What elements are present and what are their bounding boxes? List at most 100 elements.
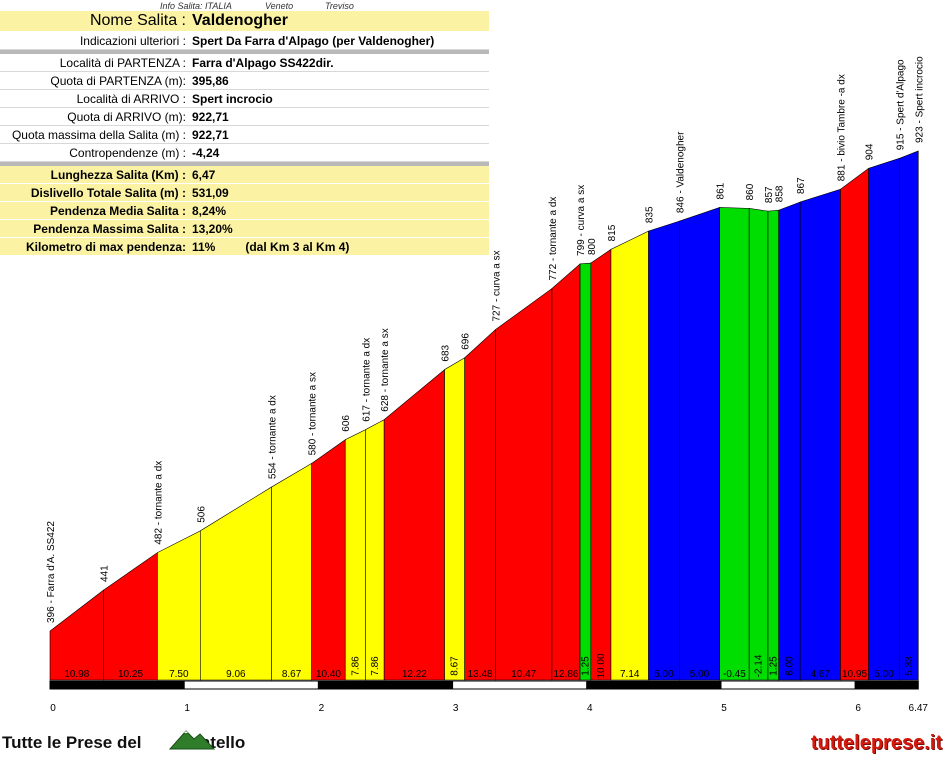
separator [0,161,489,166]
chart-grade-labels: 10.98 10.25 7.50 9.06 8.67 10.40 7.86 7.86 12.22… [64,653,915,680]
max-alt-label: Quota massima della Salita (m) : [0,125,189,144]
contra-value: -4,24 [189,143,489,162]
name-value: Valdenogher [189,11,489,32]
profile-segment [579,262,592,681]
site-url: tutteleprese.it [810,732,942,754]
grade-label: 7.86 [350,656,361,676]
indications-value: Spert Da Farra d'Alpago (per Valdenogher… [189,31,489,50]
axis-band [452,680,588,690]
grade-label: 13.48 [468,669,493,680]
separator [0,49,489,54]
profile-segment [495,287,553,681]
point-label: 860 [745,183,756,200]
point-label: 923 - Spert incrocio [914,56,925,143]
profile-segment [719,207,750,681]
max-alt-value: 922,71 [189,125,489,144]
profile-segment [551,263,581,681]
grade-label: 12.22 [402,669,427,680]
point-label: 858 [775,185,786,202]
info-region: Veneto [265,1,294,11]
profile-segment [899,150,919,681]
grade-label: 7.50 [169,669,189,680]
end-alt-label: Quota di ARRIVO (m): [0,107,189,126]
point-label: 915 - Spert d'Alpago [895,59,906,150]
point-label: 800 [587,238,598,255]
mountain-logo-icon [168,730,216,750]
axis-band [720,680,856,690]
maxgrad-value: 13,20% [189,219,489,238]
grade-label: 6.00 [784,656,795,676]
row-end-loc: Località di ARRIVO : Spert incrocio [0,89,489,108]
x-tick-label: 3 [453,703,459,714]
start-loc-value: Farra d'Alpago SS422dir. [189,54,489,72]
profile-segment [648,220,680,681]
profile-segment [868,157,900,681]
point-label: 617 - tornante a dx [361,338,372,422]
start-alt-label: Quota di PARTENZA (m): [0,71,189,90]
x-tick-label: 6.47 [909,703,929,714]
maxkm-note: (dal Km 3 al Km 4) [245,239,350,254]
point-label: 683 [441,344,452,361]
avg-value: 8,24% [189,201,489,220]
grade-label: -2.14 [754,654,765,677]
profile-segment [444,357,465,681]
grade-label: 9.06 [226,669,246,680]
profile-segment [383,368,445,681]
point-label: 606 [341,415,352,432]
grade-label: 10.40 [316,669,341,680]
profile-segment [311,439,346,681]
profile-segment [344,429,366,681]
chart-x-axis: 0 1 2 3 4 5 6 6.47 [49,680,929,714]
grade-label: 5.33 [904,656,915,676]
end-alt-value: 922,71 [189,107,489,126]
profile-segment [464,328,496,681]
point-label: 441 [100,565,111,582]
point-label: 554 - tornante a dx [267,395,278,479]
grade-label: 5.00 [690,669,710,680]
grade-label: 10.00 [596,653,607,678]
row-end-alt: Quota di ARRIVO (m): 922,71 [0,107,489,126]
grade-label: 10.25 [118,669,143,680]
point-label: 815 [607,224,618,241]
axis-band [317,680,454,690]
profile-segment [610,230,649,681]
row-maxkm: Kilometro di max pendenza: 11% (dal Km 3 … [0,237,489,256]
grade-label: -0.45 [723,669,746,680]
point-label: 628 - tornante a sx [380,328,391,411]
row-max-alt: Quota massima della Salita (m) : 922,71 [0,125,489,144]
name-label: Nome Salita : [0,11,189,32]
info-country: ITALIA [205,1,232,11]
gain-value: 531,09 [189,183,489,202]
grade-label: 8.67 [282,669,302,680]
point-label: 772 - tornante a dx [548,197,559,281]
point-label: 835 [645,206,656,223]
grade-label: 10.47 [511,669,536,680]
profile-segment [271,462,312,681]
grade-label: 5.00 [874,669,894,680]
grade-label: 8.67 [450,656,461,676]
contra-label: Contropendenze (m) : [0,143,189,162]
info-label: Info Salita: [160,1,203,11]
point-label: 696 [461,333,472,350]
profile-segment [799,188,841,681]
length-value: 6,47 [189,166,489,184]
grade-label: 10.98 [64,669,89,680]
x-tick-label: 0 [50,703,56,714]
gain-label: Dislivello Totale Salita (m) : [0,183,189,202]
chart-segments [49,150,919,681]
point-label: 904 [865,143,876,160]
end-loc-label: Località di ARRIVO : [0,89,189,108]
axis-band [586,680,722,690]
point-label: 857 [764,186,775,203]
maxkm-label: Kilometro di max pendenza: [0,237,189,256]
end-loc-value: Spert incrocio [189,89,489,108]
row-avg: Pendenza Media Salita : 8,24% [0,201,489,220]
profile-segment [157,530,201,681]
point-label: 580 - tornante a sx [308,372,319,455]
point-label: 396 - Farra d'A. SS422 [46,521,57,623]
grade-label: 1.25 [768,656,779,676]
grade-label: 5.00 [654,669,674,680]
point-label: 861 [716,182,727,199]
profile-segment [840,167,869,681]
